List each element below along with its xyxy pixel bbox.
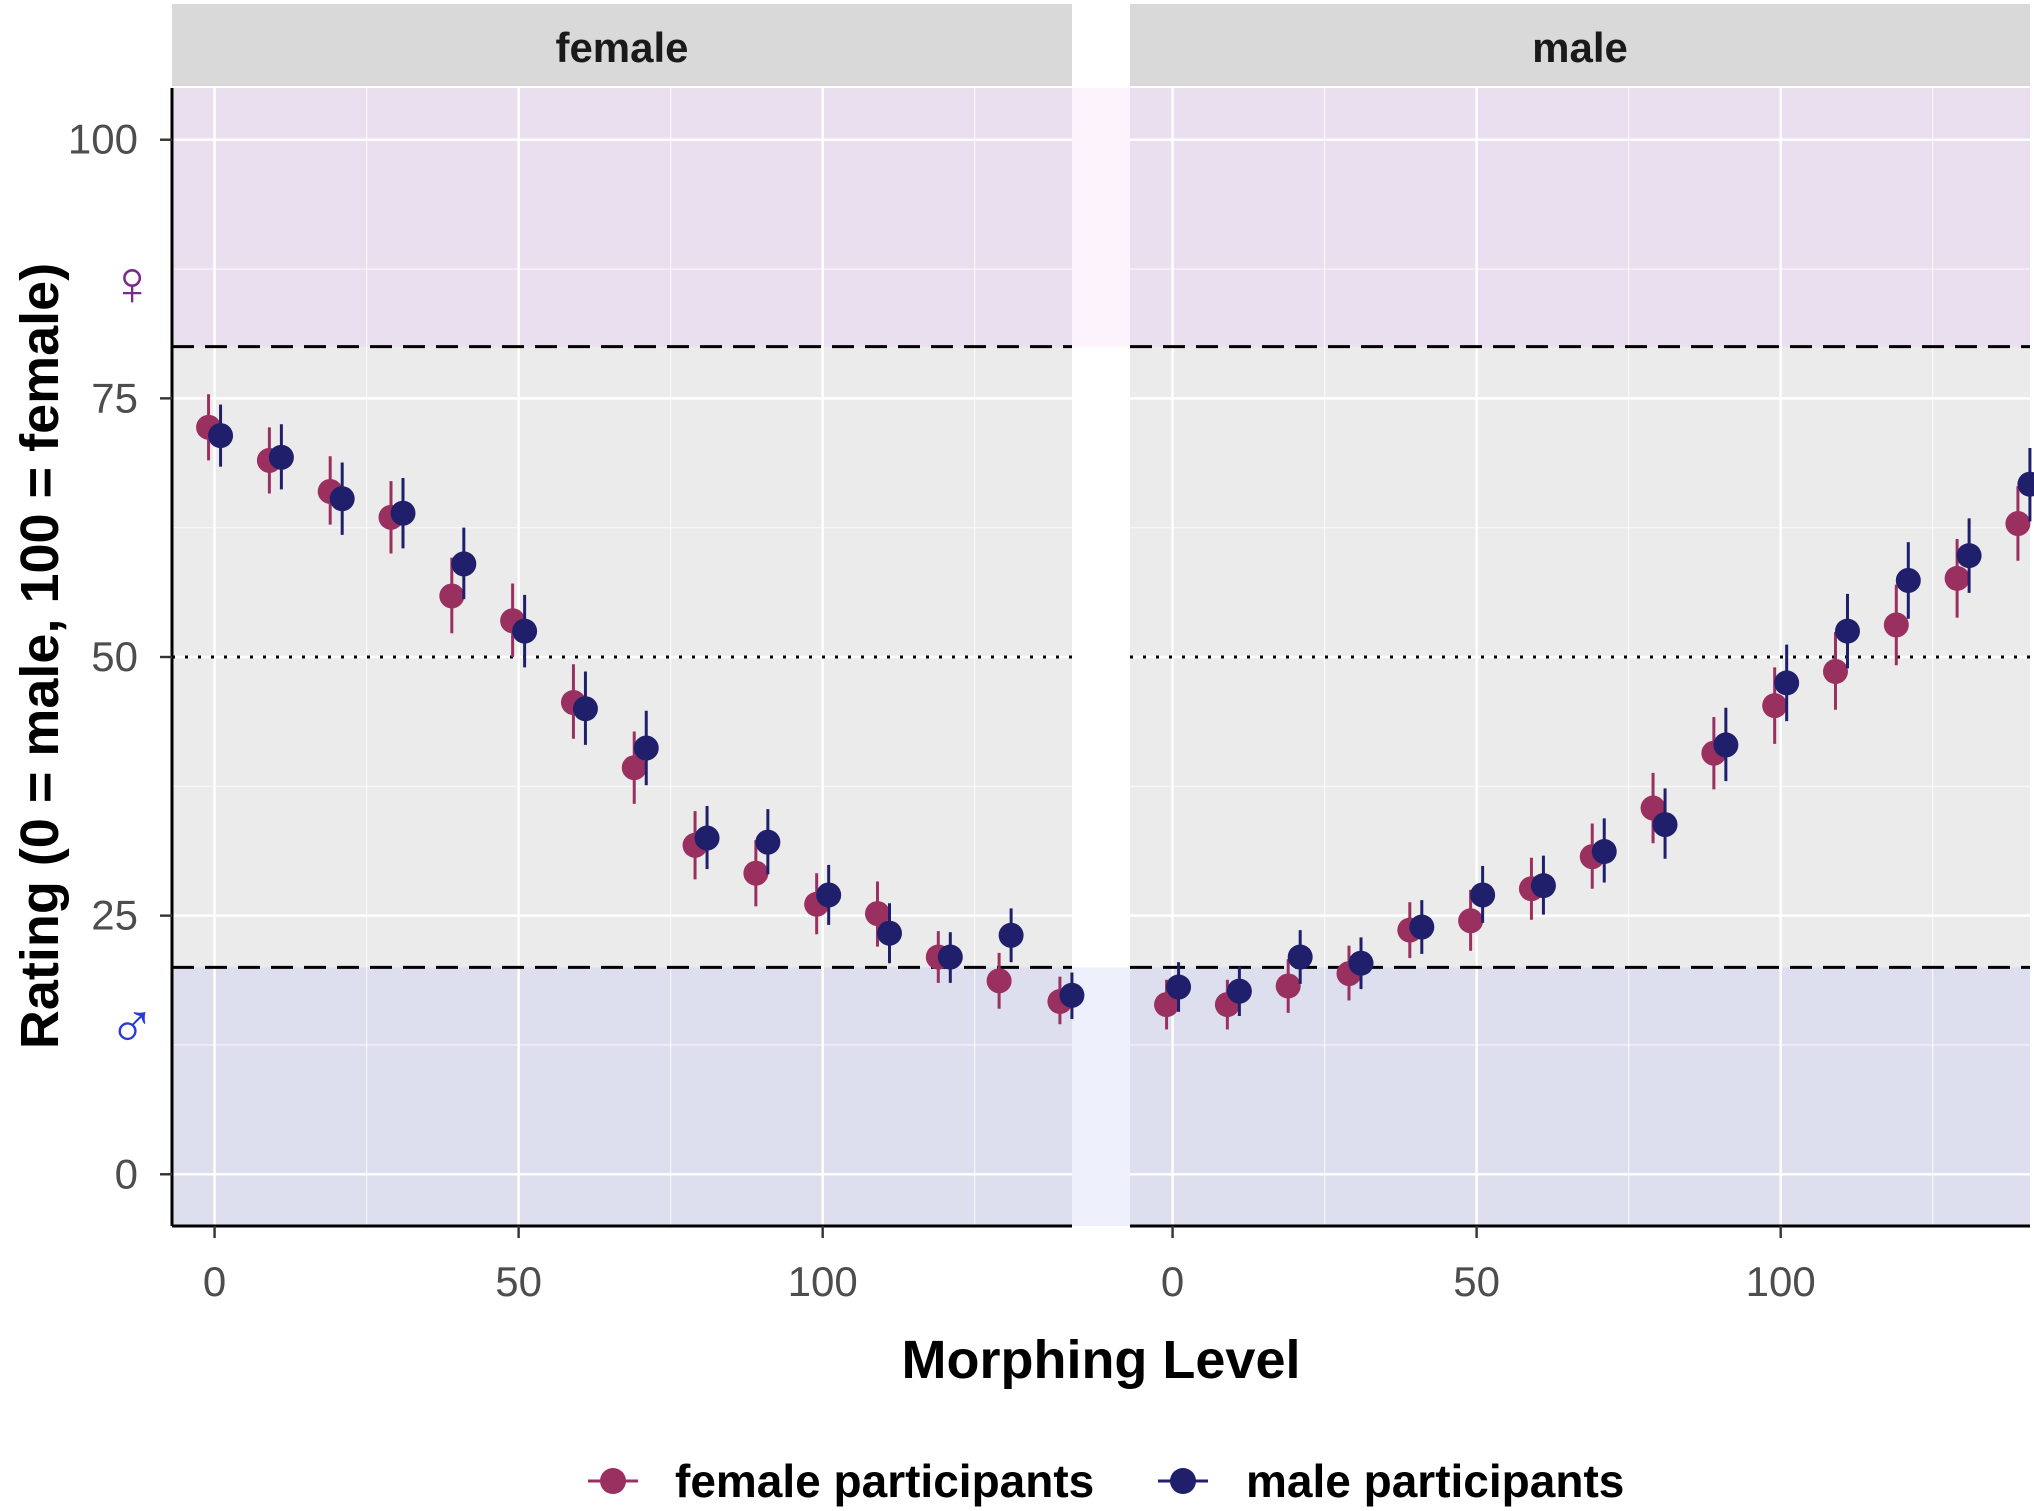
- data-point: [1154, 992, 1180, 1018]
- y-axis-title: Rating (0 = male, 100 = female): [10, 263, 70, 1049]
- data-point: [2017, 471, 2034, 497]
- data-point: [1762, 693, 1788, 719]
- data-point: [1713, 732, 1739, 758]
- data-point: [1275, 973, 1301, 999]
- data-point: [694, 825, 720, 851]
- x-tick-label: 100: [1746, 1258, 1816, 1305]
- data-point: [1530, 873, 1556, 899]
- y-tick-label: 100: [68, 116, 138, 163]
- facet-title-male: male: [1532, 24, 1628, 71]
- legend-label-male-participants: male participants: [1246, 1455, 1624, 1507]
- facet-strip-female: female: [172, 4, 1072, 86]
- facet-title-female: female: [555, 24, 688, 71]
- zone-male: [1130, 967, 2030, 1226]
- data-point: [998, 922, 1024, 948]
- data-point: [1166, 974, 1192, 1000]
- data-point: [439, 583, 465, 609]
- female-symbol: ♀: [108, 247, 156, 319]
- y-tick-label: 25: [91, 892, 138, 939]
- y-tick-label: 75: [91, 374, 138, 421]
- data-marks: [196, 394, 2034, 1030]
- y-tick-label: 0: [115, 1150, 138, 1197]
- data-point: [1226, 978, 1252, 1004]
- x-tick-label: 100: [788, 1258, 858, 1305]
- data-point: [621, 755, 647, 781]
- data-point: [816, 882, 842, 908]
- data-point: [1591, 838, 1617, 864]
- plot-panels: [172, 88, 2030, 1305]
- data-point: [1470, 882, 1496, 908]
- x-axis-title: Morphing Level: [901, 1330, 1300, 1390]
- data-point: [986, 968, 1012, 994]
- legend-item-male-participants: male participants: [1158, 1455, 1624, 1507]
- data-point: [572, 696, 598, 722]
- x-tick-label: 50: [495, 1258, 542, 1305]
- data-point: [1348, 950, 1374, 976]
- data-point: [208, 423, 234, 449]
- facet-strip-male: male: [1130, 4, 2030, 86]
- data-point: [1409, 914, 1435, 940]
- panel-female: [172, 88, 1072, 1305]
- data-point: [390, 500, 416, 526]
- x-tick-label: 0: [1161, 1258, 1184, 1305]
- data-point: [743, 860, 769, 886]
- legend: female participants male participants: [588, 1455, 1624, 1507]
- legend-label-female-participants: female participants: [675, 1455, 1094, 1507]
- data-point: [1834, 618, 1860, 644]
- y-tick-label: 50: [91, 633, 138, 680]
- data-point: [1956, 543, 1982, 569]
- data-point: [1458, 908, 1484, 934]
- data-point: [633, 735, 659, 761]
- axis-ticks: 0 25 50 75 100 0 50 100 0 50 100: [68, 116, 1816, 1305]
- data-point: [268, 444, 294, 470]
- data-point: [1652, 812, 1678, 838]
- data-point: [2005, 511, 2031, 537]
- legend-key-dot-male: [1170, 1468, 1196, 1494]
- zone-male: [172, 967, 1072, 1226]
- zone-female: [1130, 88, 2030, 347]
- data-point: [755, 829, 781, 855]
- legend-key-dot-female: [600, 1468, 626, 1494]
- zone-gap-female: [1072, 88, 1130, 347]
- data-point: [451, 551, 477, 577]
- data-point: [1287, 944, 1313, 970]
- data-point: [1774, 670, 1800, 696]
- zone-gap-male: [1072, 967, 1130, 1226]
- panel-male: [1130, 88, 2030, 1305]
- legend-item-female-participants: female participants: [588, 1455, 1094, 1507]
- x-tick-label: 50: [1453, 1258, 1500, 1305]
- data-point: [864, 901, 890, 927]
- data-point: [1895, 567, 1921, 593]
- male-symbol: ♂: [108, 990, 156, 1062]
- data-point: [512, 618, 538, 644]
- data-point: [876, 920, 902, 946]
- data-point: [937, 944, 963, 970]
- data-point: [1944, 565, 1970, 591]
- zone-female: [172, 88, 1072, 347]
- data-point: [1883, 612, 1909, 638]
- series-male-participants: [208, 404, 2034, 1020]
- data-point: [329, 486, 355, 512]
- data-point: [1059, 982, 1085, 1008]
- data-point: [1822, 658, 1848, 684]
- x-tick-label: 0: [203, 1258, 226, 1305]
